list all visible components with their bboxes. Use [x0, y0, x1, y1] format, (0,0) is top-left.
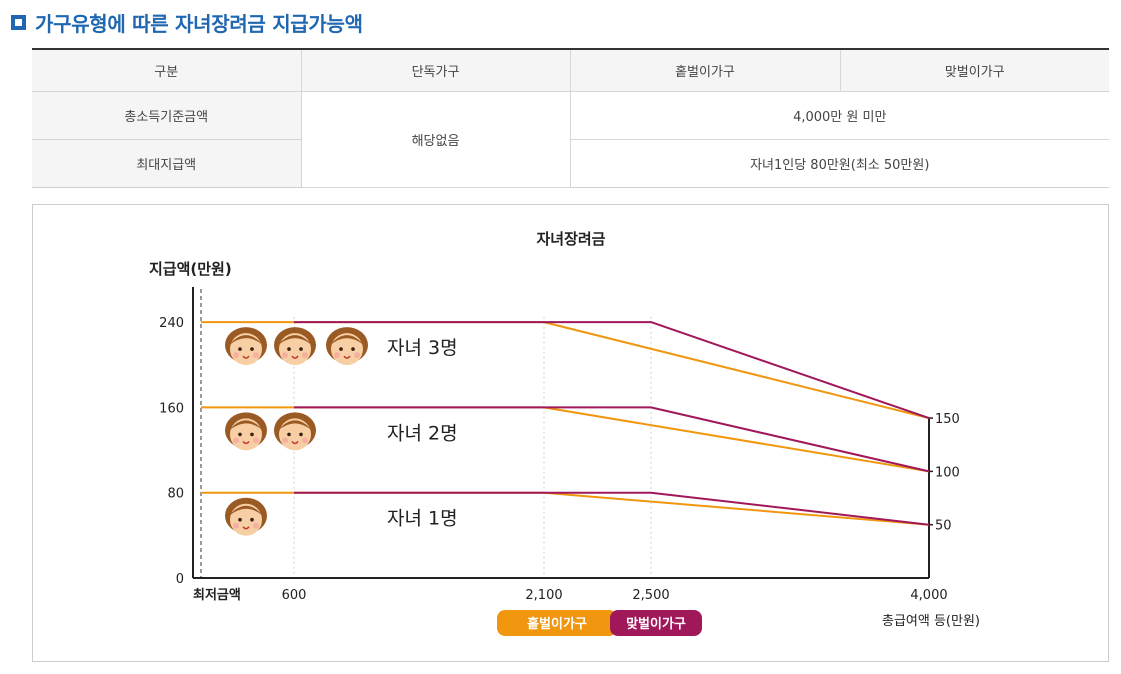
x-tick-label-2,500: 2,500: [632, 588, 669, 603]
square-bullet-icon: [11, 14, 26, 30]
chart-title: 자녀장려금: [536, 230, 605, 248]
y-tick-label-0: 0: [176, 572, 184, 587]
row-label-max-payment: 최대지급액: [32, 139, 302, 188]
child-face-icon: [274, 327, 316, 366]
right-value-label-150: 150: [935, 412, 960, 427]
series-line-4: [201, 491, 930, 526]
legend-pill-1: [610, 610, 702, 636]
x-tick-label-4,000: 4,000: [910, 588, 947, 603]
group-label-3: 자녀 1명: [387, 508, 458, 530]
legend-pill-0: [497, 610, 617, 636]
benefit-table: 구분 단독가구 홑벌이가구 맞벌이가구 총소득기준금액 해당없음 4,000만 …: [32, 48, 1109, 188]
x-tick-label-600: 600: [282, 588, 307, 603]
legend-label-1: 맞벌이가구: [626, 616, 686, 632]
x-min-label: 최저금액: [193, 588, 241, 603]
row-label-income-threshold: 총소득기준금액: [32, 91, 302, 140]
table-row: 최대지급액 자녀1인당 80만원(최소 50만원): [32, 139, 1109, 188]
header-single: 단독가구: [300, 48, 571, 92]
x-tick-label-2,100: 2,100: [525, 588, 562, 603]
group-label-2: 자녀 2명: [387, 422, 458, 444]
child-face-icon: [225, 412, 267, 451]
right-value-label-100: 100: [935, 465, 960, 480]
y-tick-label-80: 80: [167, 487, 184, 502]
child-face-icon: [274, 412, 316, 451]
header-dual-earner: 맞벌이가구: [839, 48, 1109, 92]
table-header-row: 구분 단독가구 홑벌이가구 맞벌이가구: [32, 48, 1109, 92]
header-category: 구분: [32, 48, 302, 92]
y-axis-label: 지급액(만원): [149, 260, 232, 278]
right-value-label-50: 50: [935, 519, 952, 534]
series-line-1: [294, 321, 930, 420]
max-payment-value: 자녀1인당 80만원(최소 50만원): [569, 139, 1109, 188]
legend-label-0: 홑벌이가구: [527, 616, 587, 632]
series-line-5: [294, 491, 930, 526]
header-one-earner: 홑벌이가구: [569, 48, 841, 92]
table-row: 총소득기준금액 해당없음 4,000만 원 미만: [32, 91, 1109, 188]
child-face-icon: [225, 327, 267, 366]
x-axis-label: 총급여액 등(만원): [882, 614, 980, 629]
section-header: 가구유형에 따른 자녀장려금 지급가능액: [11, 9, 363, 36]
y-tick-label-160: 160: [159, 401, 184, 416]
single-household-value: 해당없음: [300, 91, 571, 188]
child-face-icon: [326, 327, 368, 366]
income-threshold-value: 4,000만 원 미만: [569, 91, 1109, 140]
group-label-1: 자녀 3명: [387, 337, 458, 359]
section-title: 가구유형에 따른 자녀장려금 지급가능액: [35, 11, 363, 36]
series-line-3: [294, 406, 930, 473]
child-face-icon: [225, 497, 267, 536]
y-tick-label-240: 240: [159, 316, 184, 331]
